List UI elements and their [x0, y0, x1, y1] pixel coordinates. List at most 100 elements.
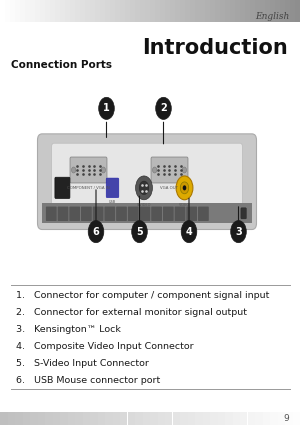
- Bar: [95, 0, 100, 22]
- Bar: [0, 0, 5, 22]
- Bar: [262, 412, 270, 425]
- Bar: [40, 0, 45, 22]
- Bar: [292, 412, 300, 425]
- Bar: [290, 0, 295, 22]
- Bar: [280, 0, 285, 22]
- Bar: [45, 412, 52, 425]
- Bar: [278, 412, 285, 425]
- Bar: [172, 412, 180, 425]
- Bar: [155, 0, 160, 22]
- Text: Connection Ports: Connection Ports: [11, 60, 112, 71]
- Bar: [232, 412, 240, 425]
- Bar: [170, 0, 175, 22]
- Circle shape: [132, 221, 147, 243]
- Bar: [195, 0, 200, 22]
- Bar: [218, 412, 225, 425]
- Text: 5.   S-Video Input Connector: 5. S-Video Input Connector: [16, 359, 149, 368]
- Bar: [75, 0, 80, 22]
- Bar: [130, 0, 135, 22]
- Bar: [275, 0, 280, 22]
- Bar: [90, 412, 98, 425]
- Bar: [85, 0, 90, 22]
- FancyBboxPatch shape: [58, 207, 68, 221]
- Bar: [255, 0, 260, 22]
- Bar: [115, 0, 120, 22]
- Bar: [125, 0, 130, 22]
- Bar: [30, 412, 38, 425]
- Text: 2: 2: [160, 103, 167, 113]
- Text: VGA OUT: VGA OUT: [160, 187, 178, 190]
- Text: 3: 3: [235, 227, 242, 237]
- Bar: [22, 412, 30, 425]
- Bar: [245, 0, 250, 22]
- Bar: [188, 412, 195, 425]
- Bar: [165, 412, 172, 425]
- Circle shape: [99, 97, 114, 119]
- Bar: [265, 0, 270, 22]
- FancyBboxPatch shape: [55, 177, 70, 198]
- Text: USB: USB: [109, 200, 116, 204]
- Bar: [195, 412, 202, 425]
- Bar: [135, 0, 140, 22]
- Bar: [105, 0, 110, 22]
- Bar: [42, 203, 252, 223]
- Circle shape: [183, 185, 186, 190]
- FancyBboxPatch shape: [186, 207, 197, 221]
- Bar: [210, 412, 218, 425]
- FancyBboxPatch shape: [38, 134, 256, 230]
- FancyBboxPatch shape: [52, 143, 242, 205]
- Bar: [230, 0, 235, 22]
- Bar: [10, 0, 15, 22]
- FancyBboxPatch shape: [106, 178, 119, 198]
- Bar: [50, 0, 55, 22]
- FancyBboxPatch shape: [70, 157, 107, 183]
- Bar: [8, 412, 15, 425]
- Bar: [295, 0, 300, 22]
- Bar: [90, 0, 95, 22]
- Bar: [45, 0, 50, 22]
- Bar: [128, 412, 135, 425]
- Bar: [190, 0, 195, 22]
- Text: 6.   USB Mouse connector port: 6. USB Mouse connector port: [16, 376, 161, 385]
- Bar: [225, 0, 230, 22]
- Text: English: English: [255, 12, 290, 21]
- Text: 6: 6: [93, 227, 99, 237]
- Bar: [158, 412, 165, 425]
- Bar: [52, 412, 60, 425]
- FancyBboxPatch shape: [241, 208, 246, 219]
- Bar: [145, 0, 150, 22]
- Text: 3.   Kensington™ Lock: 3. Kensington™ Lock: [16, 325, 122, 334]
- FancyBboxPatch shape: [163, 207, 174, 221]
- Bar: [150, 412, 158, 425]
- Bar: [25, 0, 30, 22]
- Bar: [270, 0, 275, 22]
- Bar: [235, 0, 240, 22]
- FancyBboxPatch shape: [104, 207, 115, 221]
- Bar: [70, 0, 75, 22]
- Bar: [175, 0, 180, 22]
- Bar: [225, 412, 232, 425]
- Text: 1.   Connector for computer / component signal input: 1. Connector for computer / component si…: [16, 291, 270, 300]
- Bar: [75, 412, 82, 425]
- FancyBboxPatch shape: [81, 207, 92, 221]
- Bar: [15, 412, 22, 425]
- FancyBboxPatch shape: [198, 207, 209, 221]
- Circle shape: [88, 221, 104, 243]
- FancyBboxPatch shape: [151, 157, 188, 183]
- Bar: [210, 0, 215, 22]
- Bar: [205, 0, 210, 22]
- Bar: [100, 0, 105, 22]
- Bar: [30, 0, 35, 22]
- Bar: [140, 0, 145, 22]
- Bar: [110, 0, 115, 22]
- Bar: [120, 412, 127, 425]
- Circle shape: [181, 221, 197, 243]
- Bar: [180, 412, 188, 425]
- Bar: [105, 412, 112, 425]
- Bar: [55, 0, 60, 22]
- Circle shape: [139, 181, 149, 195]
- Bar: [215, 0, 220, 22]
- Circle shape: [101, 167, 106, 173]
- Bar: [260, 0, 265, 22]
- Circle shape: [152, 167, 157, 173]
